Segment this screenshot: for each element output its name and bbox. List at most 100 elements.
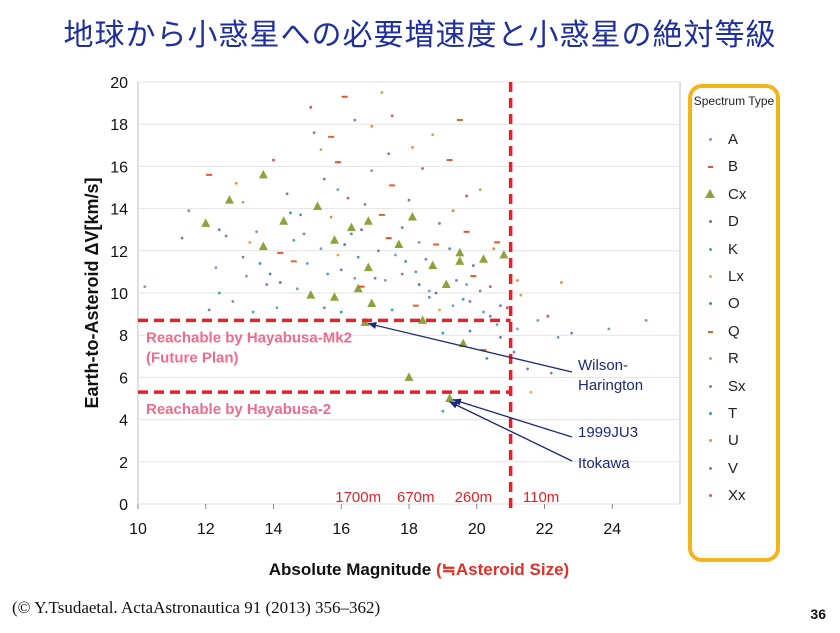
data-point-q <box>328 135 335 138</box>
data-point-a <box>451 304 455 308</box>
data-point-t <box>404 259 408 263</box>
legend-marker <box>709 302 712 306</box>
data-point-r <box>241 200 245 204</box>
y-tick-label: 8 <box>119 328 128 345</box>
data-point-a <box>255 230 258 234</box>
data-point-b <box>494 241 501 244</box>
data-point-xx <box>272 158 275 162</box>
data-point-q <box>290 260 297 263</box>
data-point-v <box>217 228 221 232</box>
data-point-lx <box>529 390 533 394</box>
data-point-cx <box>404 372 414 381</box>
data-point-a <box>370 169 374 173</box>
legend-marker <box>709 494 712 498</box>
data-point-d <box>278 281 282 284</box>
legend-item-b: B <box>698 157 778 177</box>
data-point-b <box>463 230 470 233</box>
legend: Spectrum Type A B Cx D K Lx O Q R Sx T U V Xx <box>688 84 780 562</box>
legend-item-v: V <box>698 459 778 479</box>
data-point-b <box>446 159 453 162</box>
data-point-b <box>206 173 213 176</box>
data-point-sx <box>468 300 472 303</box>
data-point-q <box>412 304 419 307</box>
y-tick-label: 20 <box>110 75 128 92</box>
legend-label: B <box>728 158 739 176</box>
data-point-a <box>427 289 431 293</box>
data-point-b <box>341 95 348 98</box>
data-point-sx <box>363 202 367 206</box>
annotation-arrow-line <box>448 401 573 462</box>
reachable-label: Reachable by Hayabusa-2 <box>146 401 331 418</box>
annotation-label: Wilson- <box>578 357 628 374</box>
data-point-q <box>480 348 487 351</box>
annotation-arrow-line <box>452 398 573 438</box>
x-tick-label: 24 <box>603 521 621 538</box>
data-point-cx <box>329 235 339 244</box>
legend-marker <box>709 412 712 415</box>
data-point-u <box>410 146 414 149</box>
data-point-v <box>299 213 302 217</box>
annotation-label: 1999JU3 <box>578 424 638 441</box>
x-axis-label-main: Absolute Magnitude <box>269 560 436 579</box>
legend-marker <box>709 439 712 443</box>
y-tick-label: 2 <box>119 455 128 472</box>
x-tick-label: 10 <box>129 521 147 538</box>
data-point-v <box>448 247 452 251</box>
data-point-sx <box>353 118 357 122</box>
data-point-sx <box>207 308 211 312</box>
legend-item-t: T <box>698 404 778 424</box>
data-point-a <box>336 188 340 192</box>
data-point-a <box>536 319 540 322</box>
data-point-sx <box>224 234 228 238</box>
legend-marker <box>709 384 712 388</box>
data-point-k <box>356 255 360 259</box>
data-point-a <box>353 276 357 280</box>
annotation-label: Itokawa <box>578 455 630 472</box>
data-point-u <box>516 278 519 282</box>
legend-item-xx: Xx <box>698 486 778 506</box>
y-tick-label: 16 <box>110 159 128 176</box>
data-point-a <box>143 285 147 289</box>
annotation-arrow-head <box>449 401 459 409</box>
data-point-sx <box>526 367 529 371</box>
data-point-cx <box>363 216 373 225</box>
data-point-a <box>214 266 218 270</box>
data-point-a <box>465 283 468 286</box>
data-point-lx <box>336 253 340 257</box>
size-label: 1700m <box>335 489 381 506</box>
data-point-k <box>326 272 330 276</box>
legend-item-r: R <box>698 349 778 369</box>
reachable-label: Reachable by Hayabusa-Mk2 <box>146 329 352 346</box>
legend-marker <box>708 166 713 169</box>
data-point-cx <box>353 283 363 293</box>
data-point-o <box>468 329 472 333</box>
data-point-u <box>492 247 496 251</box>
size-label: 260m <box>455 489 493 506</box>
legend-item-u: U <box>698 431 778 451</box>
data-point-sx <box>285 192 289 196</box>
citation: (© Y.Tsudaetal. ActaAstronautica 91 (201… <box>12 598 381 617</box>
legend-marker <box>708 330 713 333</box>
data-point-q <box>433 243 440 246</box>
data-point-d <box>434 291 438 295</box>
data-point-xx <box>505 306 509 310</box>
data-point-sx <box>455 278 458 282</box>
data-point-cx <box>363 262 373 272</box>
data-point-a <box>275 306 279 310</box>
data-point-q <box>378 213 385 216</box>
data-point-cx <box>367 298 377 308</box>
y-tick-label: 18 <box>110 117 128 134</box>
x-tick-label: 12 <box>197 521 215 538</box>
data-point-k <box>441 409 445 413</box>
data-point-a <box>295 287 299 291</box>
x-axis-label-suffix: (≒Asteroid Size) <box>436 560 569 579</box>
data-point-sx <box>312 131 316 135</box>
data-point-b <box>358 285 365 288</box>
legend-marker <box>709 357 712 361</box>
size-label: 670m <box>397 489 435 506</box>
data-point-o <box>268 272 272 276</box>
data-point-v <box>471 264 475 267</box>
data-point-a <box>394 253 397 257</box>
data-point-cx <box>306 290 316 299</box>
legend-label: Xx <box>728 487 746 505</box>
